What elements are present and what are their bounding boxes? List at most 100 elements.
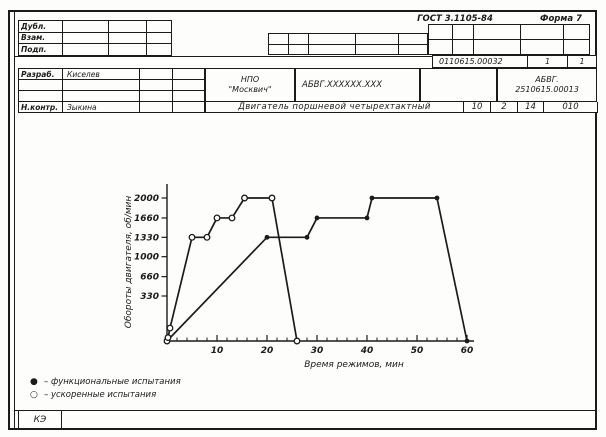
y-tick-label: 330 (140, 292, 159, 302)
signature-cell (140, 91, 173, 102)
part-code-cell: АБВГ.ХХХХХХ.ХХХ (295, 68, 420, 102)
filled-circle-icon: ● (30, 376, 38, 387)
developer-name: Киселев (63, 69, 140, 80)
role-developer: Разраб. (19, 69, 63, 80)
norm-control-name: Зыкина (63, 102, 140, 113)
name-empty (63, 91, 140, 102)
open-circle-marker (166, 324, 174, 332)
empty-cell (521, 25, 564, 40)
empty-cell (147, 21, 172, 33)
y-tick-label: 660 (140, 273, 159, 283)
empty-cell (289, 34, 309, 45)
copy-label-vzam: Взам. (19, 32, 63, 45)
y-tick-label: 1660 (134, 214, 159, 224)
chart-legend: ● – функциональные испытания ○ – ускорен… (30, 375, 181, 401)
header-rule (15, 56, 597, 57)
signature-cell (140, 102, 173, 113)
empty-cell (356, 34, 399, 45)
sheets-total: 1 (568, 56, 597, 68)
form-number-label: Форма 7 (540, 14, 582, 24)
personnel-table: Разраб. Киселев Н.контр. Зыкина (18, 68, 205, 113)
organization-line1: НПО (240, 74, 260, 84)
empty-cell (309, 34, 356, 45)
role-empty (19, 80, 63, 91)
filled-circle-marker (314, 215, 320, 221)
copy-label-dubl: Дубл. (19, 21, 63, 33)
name-empty (63, 80, 140, 91)
copy-label-podp: Подп. (19, 44, 63, 56)
empty-cell (521, 40, 564, 55)
blank-cell (420, 68, 497, 102)
signature-cell (140, 69, 173, 80)
y-axis-title: Обороты двигателя, об/мин (124, 196, 134, 329)
gost-header: ГОСТ 3.1105-84 Форма 7 (385, 11, 597, 24)
empty-cell (399, 34, 428, 45)
role-empty (19, 91, 63, 102)
header-mid-grid (268, 33, 428, 55)
filled-circle-marker (464, 338, 470, 344)
date-cell (173, 91, 205, 102)
empty-cell (474, 40, 521, 55)
empty-cell (429, 40, 453, 55)
signature-cell (140, 80, 173, 91)
role-norm-control: Н.контр. (19, 102, 63, 113)
legend-item-accelerated: ○ – ускоренные испытания (30, 388, 181, 401)
doc-type-cell: КЭ (18, 410, 62, 430)
empty-cell (109, 32, 147, 45)
empty-cell (109, 44, 147, 56)
copy-stamp-table: Дубл. Взам. Подп. (18, 20, 172, 56)
open-circle-marker (203, 233, 211, 241)
date-cell (173, 69, 205, 80)
open-circle-icon: ○ (30, 389, 38, 400)
filled-circle-marker (434, 195, 440, 201)
part-title: Двигатель поршневой четырехтактный (206, 102, 464, 113)
series-line-1 (166, 197, 298, 342)
title-cell-4: 010 (544, 102, 598, 113)
date-cell (173, 80, 205, 91)
header-right-grid (428, 24, 590, 55)
open-circle-marker (213, 214, 221, 222)
empty-cell (63, 44, 109, 56)
footer-rule (15, 410, 597, 411)
open-circle-marker (293, 337, 301, 345)
gost-standard-label: ГОСТ 3.1105-84 (417, 14, 493, 24)
empty-cell (109, 21, 147, 33)
empty-cell (147, 44, 172, 56)
empty-cell (289, 44, 309, 55)
organization-cell: НПО "Москвич" (205, 68, 295, 102)
y-tick-label: 2000 (134, 194, 159, 204)
sheet-number: 1 (528, 56, 568, 68)
form-left-margin-line (14, 10, 15, 430)
y-tick-label: 1000 (134, 253, 159, 263)
title-cell-2: 2 (491, 102, 518, 113)
x-tick-label: 50 (411, 346, 424, 356)
empty-cell (269, 44, 289, 55)
x-tick-label: 40 (360, 346, 374, 356)
date-cell (173, 102, 205, 113)
x-axis-title: Время режимов, мин (304, 360, 404, 370)
empty-cell (474, 25, 521, 40)
title-cell-1: 10 (464, 102, 491, 113)
empty-cell (269, 34, 289, 45)
empty-cell (453, 25, 474, 40)
filled-circle-marker (304, 234, 310, 240)
axes (166, 184, 474, 342)
doc-code-line1: АБВГ. (535, 74, 559, 84)
doc-number: 0110615.00032 (433, 56, 528, 68)
title-row: Двигатель поршневой четырехтактный 10 2 … (205, 101, 598, 113)
open-circle-marker (268, 194, 276, 202)
filled-circle-marker (264, 234, 270, 240)
open-circle-marker (164, 334, 172, 342)
form-outer-border (8, 10, 597, 430)
open-circle-marker (228, 214, 236, 222)
legend-label: – функциональные испытания (44, 376, 181, 387)
y-tick-label: 1330 (134, 233, 159, 243)
empty-cell (564, 25, 590, 40)
x-tick-label: 10 (211, 346, 224, 356)
empty-cell (564, 40, 590, 55)
empty-cell (309, 44, 356, 55)
empty-cell (147, 32, 172, 45)
doc-code-line2: 2510615.00013 (515, 85, 579, 94)
doc-code-cell: АБВГ. 2510615.00013 (497, 68, 597, 102)
